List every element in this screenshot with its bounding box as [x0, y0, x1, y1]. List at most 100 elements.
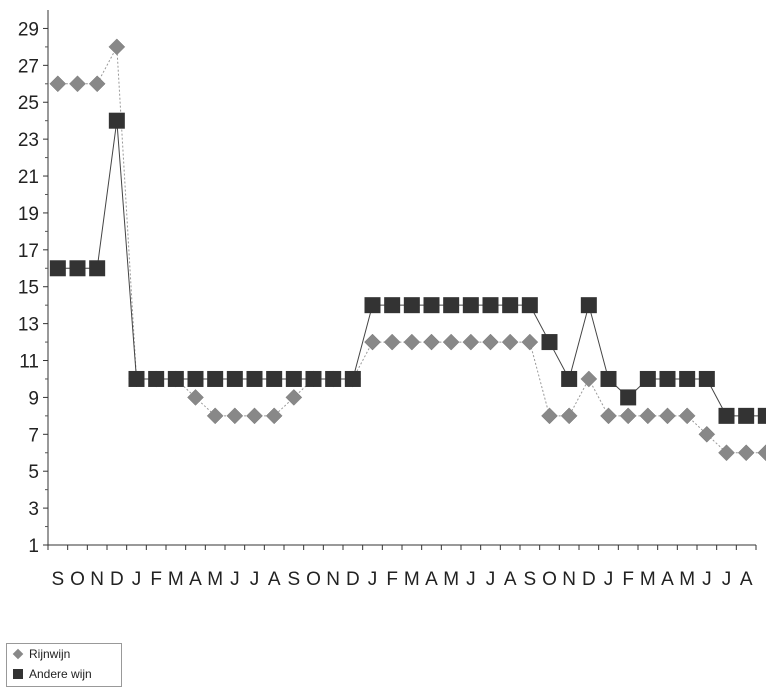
- x-tick-label: A: [268, 569, 281, 590]
- point-andere-wijn: [364, 297, 381, 314]
- point-andere-wijn: [384, 297, 401, 314]
- x-tick-label: M: [640, 569, 656, 590]
- x-tick-label: S: [523, 569, 536, 590]
- y-tick-label: 13: [18, 315, 39, 336]
- x-tick-label: M: [168, 569, 184, 590]
- y-tick-label: 7: [28, 425, 39, 446]
- y-tick-label: 21: [18, 167, 39, 188]
- point-rijnwijn: [482, 333, 499, 351]
- point-rijnwijn: [580, 370, 598, 388]
- y-tick-label: 9: [28, 388, 39, 409]
- point-rijnwijn: [246, 407, 263, 425]
- point-andere-wijn: [738, 407, 755, 424]
- point-andere-wijn: [69, 260, 86, 277]
- legend-label-rijnwijn: Rijnwijn: [29, 647, 71, 661]
- point-andere-wijn: [698, 370, 715, 387]
- x-tick-label: D: [346, 569, 360, 590]
- x-tick-label: J: [702, 569, 712, 590]
- point-rijnwijn: [285, 389, 303, 406]
- point-andere-wijn: [207, 370, 224, 387]
- point-rijnwijn: [108, 38, 126, 56]
- point-andere-wijn: [757, 407, 766, 424]
- point-rijnwijn: [698, 425, 716, 443]
- x-tick-label: D: [110, 569, 124, 590]
- point-rijnwijn: [737, 444, 755, 462]
- x-tick-label: A: [425, 569, 438, 590]
- point-rijnwijn: [206, 407, 224, 425]
- point-andere-wijn: [541, 334, 558, 351]
- point-rijnwijn: [718, 444, 735, 462]
- point-andere-wijn: [148, 370, 165, 387]
- point-rijnwijn: [226, 407, 244, 425]
- point-andere-wijn: [620, 389, 637, 406]
- point-andere-wijn: [482, 297, 499, 314]
- x-tick-label: J: [722, 569, 732, 590]
- point-rijnwijn: [49, 75, 67, 93]
- point-andere-wijn: [325, 370, 342, 387]
- point-rijnwijn: [659, 407, 676, 425]
- point-rijnwijn: [501, 333, 519, 351]
- point-andere-wijn: [285, 370, 302, 387]
- x-tick-label: J: [604, 569, 614, 590]
- y-tick-label: 27: [18, 56, 39, 77]
- point-rijnwijn: [678, 407, 696, 425]
- x-tick-label: N: [90, 569, 104, 590]
- point-andere-wijn: [108, 112, 125, 129]
- point-andere-wijn: [462, 297, 479, 314]
- point-andere-wijn: [443, 297, 460, 314]
- point-andere-wijn: [167, 370, 184, 387]
- y-tick-label: 29: [18, 19, 39, 40]
- point-andere-wijn: [639, 370, 656, 387]
- point-andere-wijn: [521, 297, 538, 314]
- x-tick-label: J: [466, 569, 476, 590]
- x-tick-label: S: [287, 569, 300, 590]
- point-rijnwijn: [364, 333, 381, 351]
- point-rijnwijn: [442, 333, 460, 351]
- y-tick-label: 5: [28, 462, 39, 483]
- x-tick-label: F: [150, 569, 162, 590]
- point-rijnwijn: [600, 407, 617, 425]
- x-tick-label: M: [443, 569, 459, 590]
- legend: Rijnwijn Andere wijn: [6, 643, 122, 687]
- x-tick-label: A: [661, 569, 674, 590]
- point-andere-wijn: [423, 297, 440, 314]
- x-tick-label: O: [542, 569, 557, 590]
- y-tick-label: 1: [28, 536, 39, 557]
- x-tick-label: F: [622, 569, 634, 590]
- point-andere-wijn: [561, 370, 578, 387]
- point-rijnwijn: [88, 75, 106, 93]
- x-tick-label: N: [326, 569, 340, 590]
- y-tick-label: 15: [18, 278, 39, 299]
- x-tick-label: A: [740, 569, 753, 590]
- point-rijnwijn: [521, 333, 539, 351]
- x-tick-label: S: [51, 569, 64, 590]
- y-tick-label: 3: [28, 499, 39, 520]
- point-rijnwijn: [560, 407, 578, 425]
- point-rijnwijn: [757, 444, 766, 462]
- x-tick-label: J: [486, 569, 496, 590]
- x-tick-label: D: [582, 569, 596, 590]
- point-andere-wijn: [718, 407, 735, 424]
- point-andere-wijn: [344, 370, 361, 387]
- x-tick-label: J: [132, 569, 142, 590]
- point-andere-wijn: [502, 297, 519, 314]
- point-andere-wijn: [403, 297, 420, 314]
- point-andere-wijn: [49, 260, 66, 277]
- x-tick-label: F: [386, 569, 398, 590]
- x-tick-label: J: [250, 569, 260, 590]
- y-tick-label: 17: [18, 241, 39, 262]
- point-andere-wijn: [226, 370, 243, 387]
- series-line-rijnwijn: [57, 45, 766, 454]
- point-rijnwijn: [462, 333, 480, 351]
- point-rijnwijn: [619, 407, 637, 425]
- y-tick-label: 11: [19, 352, 39, 373]
- legend-label-andere-wijn: Andere wijn: [29, 667, 92, 681]
- point-rijnwijn: [383, 333, 401, 351]
- y-tick-label: 23: [18, 130, 39, 151]
- point-rijnwijn: [187, 389, 204, 406]
- legend-item-andere-wijn: Andere wijn: [7, 664, 121, 684]
- x-tick-label: A: [504, 569, 517, 590]
- x-tick-label: J: [230, 569, 240, 590]
- x-tick-label: M: [679, 569, 695, 590]
